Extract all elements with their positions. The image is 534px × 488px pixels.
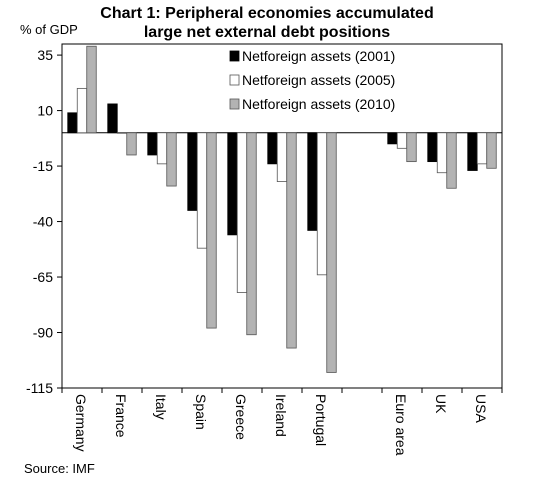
bar — [116, 132, 128, 134]
bar — [286, 132, 297, 349]
bar — [246, 132, 257, 336]
legend-swatch — [229, 98, 240, 110]
x-category-label: Italy — [153, 394, 169, 420]
x-category-label: France — [113, 394, 129, 438]
y-tick-label: -40 — [33, 214, 53, 230]
x-category-label: Ireland — [273, 394, 289, 437]
legend-swatch — [229, 74, 240, 86]
y-tick-label: 10 — [37, 103, 53, 119]
x-category-label: UK — [433, 394, 449, 414]
chart-title-line2: large net external debt positions — [143, 24, 391, 41]
x-category-label: Spain — [193, 394, 209, 430]
bar — [467, 132, 478, 171]
x-category-label: Portugal — [313, 394, 329, 446]
x-category-label: USA — [473, 394, 489, 423]
bar — [107, 103, 118, 134]
bar — [227, 132, 238, 236]
bar — [156, 132, 168, 165]
y-tick-label: -15 — [33, 158, 53, 174]
bar — [406, 132, 417, 163]
bar — [486, 132, 497, 169]
bar — [147, 132, 158, 156]
legend-label: Netforeign assets (2001) — [242, 48, 395, 64]
legend-label: Netforeign assets (2005) — [242, 72, 395, 88]
bar — [267, 132, 278, 165]
bar — [67, 112, 78, 134]
bar — [86, 45, 97, 134]
bar — [436, 132, 448, 174]
y-axis-unit: % of GDP — [20, 22, 78, 37]
bar — [76, 87, 88, 134]
plot-frame — [61, 43, 503, 389]
bar — [276, 132, 288, 183]
y-tick-label: 35 — [37, 47, 53, 63]
x-category-label: Germany — [73, 394, 89, 452]
y-tick-label: -115 — [26, 380, 53, 396]
bar — [446, 132, 457, 189]
bar — [396, 132, 408, 149]
y-tick-label: -65 — [33, 269, 53, 285]
bar — [326, 132, 337, 373]
bar — [387, 132, 398, 145]
y-tick-label: -90 — [33, 325, 53, 341]
chart-title-line1: Chart 1: Peripheral economies accumulate… — [100, 5, 434, 22]
x-category-label: Greece — [233, 394, 249, 440]
bar — [316, 132, 328, 276]
legend-label: Netforeign assets (2010) — [242, 96, 395, 112]
bar — [187, 132, 198, 211]
source-note: Source: IMF — [24, 461, 95, 476]
x-category-label: Euro area — [393, 394, 409, 456]
bar — [236, 132, 248, 293]
bar — [166, 132, 177, 187]
bar — [206, 132, 217, 329]
bar — [427, 132, 438, 163]
bar — [126, 132, 137, 156]
legend-swatch — [229, 50, 240, 62]
bar — [307, 132, 318, 231]
bar — [196, 132, 208, 249]
bar — [476, 132, 488, 165]
